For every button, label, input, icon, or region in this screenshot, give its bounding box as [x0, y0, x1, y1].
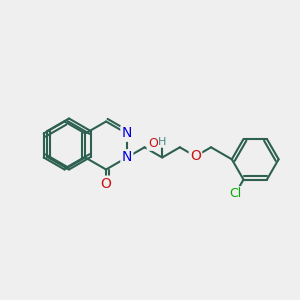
Text: N: N: [122, 151, 132, 164]
Text: Cl: Cl: [229, 188, 242, 200]
Text: N: N: [122, 127, 132, 140]
Text: H: H: [158, 136, 166, 147]
Text: O: O: [100, 177, 112, 191]
Text: O: O: [148, 136, 158, 150]
Text: O: O: [190, 149, 201, 163]
